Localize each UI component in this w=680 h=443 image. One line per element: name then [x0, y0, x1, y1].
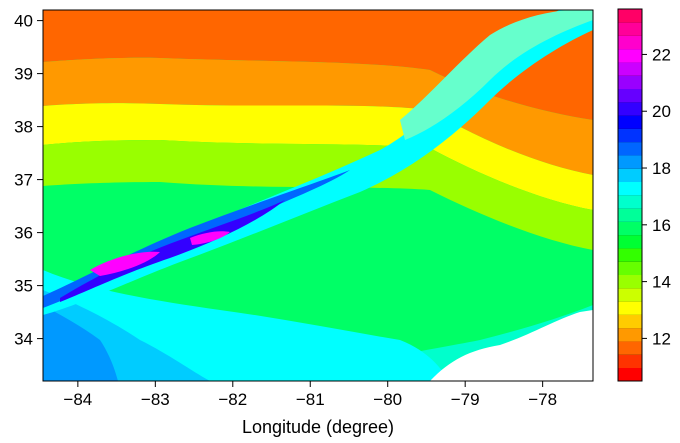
colorbar: [617, 8, 643, 382]
colorbar-tick-label: 18: [652, 159, 671, 178]
colorbar-level: [618, 234, 642, 249]
colorbar-level: [618, 314, 642, 329]
x-tick-label: −78: [528, 390, 557, 409]
colorbar-level: [618, 248, 642, 262]
heatmap-ridge-peak-b: [190, 231, 230, 245]
colorbar-tick-label: 14: [652, 273, 671, 292]
colorbar-level: [618, 181, 642, 196]
colorbar-level: [618, 62, 642, 76]
x-tick-label: −83: [141, 390, 170, 409]
colorbar-level: [618, 327, 642, 342]
x-tick-label: −82: [218, 390, 247, 409]
colorbar-level: [618, 341, 642, 355]
heatmap-band-orange: [43, 10, 593, 120]
y-tick-label: 35: [14, 277, 33, 296]
colorbar-tick-label: 22: [652, 45, 671, 64]
colorbar-level: [618, 141, 642, 156]
colorbar-level: [618, 88, 642, 103]
y-tick-label: 36: [14, 224, 33, 243]
plot-frame: [42, 9, 594, 382]
y-tick-label: 37: [14, 171, 33, 190]
colorbar-level: [618, 221, 642, 236]
x-tick-label: −80: [373, 390, 402, 409]
colorbar-level: [618, 367, 642, 382]
colorbar-tick-label: 20: [652, 102, 671, 121]
heatmap-band-lime: [43, 140, 593, 250]
colorbar-level: [618, 9, 642, 23]
y-tick-label: 40: [14, 12, 33, 31]
heatmap-ridge-peak-a: [90, 251, 160, 276]
colorbar-tick-label: 12: [652, 329, 671, 348]
x-axis-label: Longitude (degree): [242, 417, 394, 437]
colorbar-level: [618, 195, 642, 209]
heatmap-no-data: [430, 310, 593, 381]
colorbar-level: [618, 168, 642, 183]
colorbar-level: [618, 288, 642, 302]
colorbar-level: [618, 261, 642, 276]
colorbar-axis: 12 14 16 18 20 22: [642, 45, 671, 348]
y-tick-label: 34: [14, 330, 33, 349]
plot-area: [43, 10, 593, 381]
y-tick-label: 39: [14, 65, 33, 84]
colorbar-level: [618, 115, 642, 129]
colorbar-level: [618, 208, 642, 222]
heatmap-ridge-inner: [60, 200, 285, 302]
colorbar-level: [618, 354, 642, 369]
colorbar-level: [618, 48, 642, 63]
colorbar-level: [618, 128, 642, 143]
colorbar-level: [618, 301, 642, 315]
colorbar-frame: [617, 8, 643, 382]
colorbar-level: [618, 22, 642, 36]
x-tick-label: −84: [63, 390, 92, 409]
x-tick-label: −81: [296, 390, 325, 409]
colorbar-level: [618, 102, 642, 116]
colorbar-tick-label: 16: [652, 216, 671, 235]
colorbar-level: [618, 155, 642, 169]
x-axis: −84 −83 −82 −81 −80 −79 −78: [63, 381, 557, 409]
heatmap-ne-ridge: [400, 10, 593, 140]
heatmap-sw-blue: [43, 305, 118, 381]
colorbar-level: [618, 35, 642, 50]
x-tick-label: −79: [451, 390, 480, 409]
y-tick-label: 38: [14, 118, 33, 137]
colorbar-level: [618, 274, 642, 289]
colorbar-level: [618, 75, 642, 90]
y-axis: 34 35 36 37 38 39 40: [14, 12, 43, 349]
